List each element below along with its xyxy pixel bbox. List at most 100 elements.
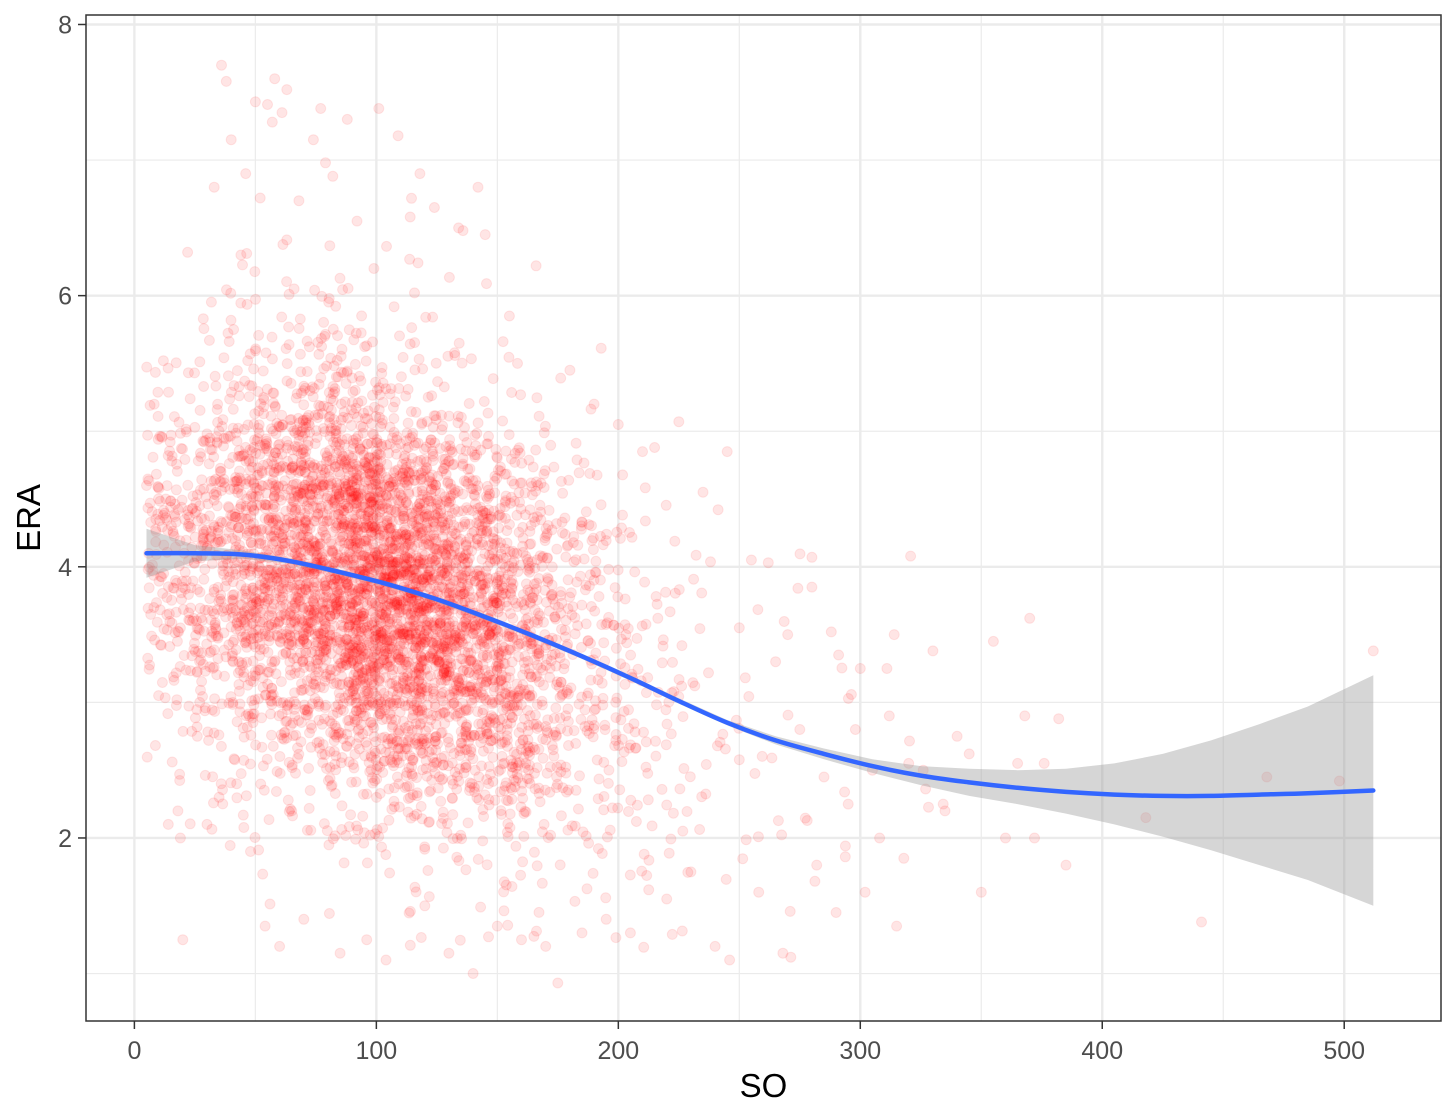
data-point — [518, 657, 530, 668]
data-point — [177, 725, 189, 737]
data-point — [173, 626, 185, 638]
data-point — [316, 480, 328, 492]
data-point — [792, 582, 804, 594]
data-point — [237, 614, 249, 626]
data-point — [612, 802, 624, 814]
data-point — [367, 685, 378, 697]
data-point — [351, 714, 363, 726]
data-point — [403, 592, 415, 604]
data-point — [196, 474, 208, 486]
data-point — [597, 692, 609, 704]
data-point — [459, 744, 471, 756]
data-point — [712, 504, 724, 516]
data-point — [483, 742, 494, 754]
data-point — [402, 806, 414, 818]
data-point — [289, 710, 301, 722]
data-point — [273, 581, 285, 592]
data-point — [559, 631, 571, 643]
data-point — [411, 787, 423, 799]
data-point — [463, 398, 475, 409]
data-point — [250, 490, 262, 502]
data-point — [331, 596, 343, 608]
data-point — [292, 592, 304, 604]
data-point — [320, 591, 332, 603]
data-point — [316, 718, 328, 730]
data-point — [401, 479, 413, 491]
data-point — [265, 708, 277, 720]
data-point — [603, 563, 615, 575]
data-point — [224, 571, 236, 583]
data-point — [574, 770, 585, 782]
data-point — [420, 441, 432, 453]
data-point — [351, 497, 363, 509]
data-point — [479, 578, 491, 590]
data-point — [218, 352, 230, 364]
data-point — [516, 721, 528, 733]
data-point — [265, 619, 277, 631]
data-point — [575, 641, 587, 653]
data-point — [374, 465, 386, 477]
data-point — [155, 639, 166, 651]
data-point — [321, 763, 332, 774]
data-point — [681, 806, 693, 817]
data-point — [212, 604, 223, 615]
data-point — [541, 724, 553, 736]
data-point — [249, 694, 261, 706]
data-point — [204, 593, 216, 605]
data-point — [493, 694, 505, 706]
data-point — [259, 577, 271, 589]
data-point — [509, 762, 521, 774]
data-point — [339, 635, 351, 647]
data-point — [355, 488, 367, 500]
data-point — [492, 646, 504, 658]
data-point — [462, 580, 474, 592]
data-point — [515, 389, 527, 401]
data-point — [362, 648, 374, 660]
data-point — [407, 625, 419, 637]
data-point — [401, 781, 413, 792]
data-point — [223, 697, 235, 709]
data-point — [367, 719, 379, 731]
data-point — [329, 386, 341, 398]
data-point — [550, 729, 562, 741]
data-point — [406, 564, 418, 576]
data-point — [274, 767, 286, 779]
data-point — [292, 445, 303, 457]
data-point — [720, 873, 732, 885]
data-point — [218, 440, 229, 452]
data-point — [388, 750, 400, 762]
data-point — [301, 824, 313, 836]
data-point — [240, 504, 252, 516]
data-point — [590, 555, 602, 567]
data-point — [276, 409, 288, 421]
data-point — [301, 366, 313, 377]
data-point — [640, 761, 652, 773]
data-point — [141, 361, 153, 373]
data-point — [303, 762, 315, 774]
data-point — [590, 567, 602, 578]
data-point — [469, 451, 481, 463]
data-point — [518, 830, 530, 842]
data-point — [401, 656, 413, 668]
data-point — [330, 598, 342, 610]
data-point — [399, 743, 411, 755]
data-point — [408, 564, 420, 576]
data-point — [326, 718, 338, 730]
data-point — [535, 662, 546, 674]
data-point — [538, 679, 549, 691]
data-point — [669, 587, 681, 599]
data-point — [520, 614, 532, 626]
data-point — [427, 311, 439, 323]
data-point — [521, 773, 533, 784]
data-point — [348, 490, 360, 502]
data-point — [226, 650, 238, 662]
data-point — [395, 371, 407, 383]
data-point — [430, 535, 442, 547]
data-point — [319, 330, 331, 342]
data-point — [430, 623, 442, 635]
data-point — [450, 528, 462, 540]
data-point — [211, 669, 223, 681]
data-point — [326, 579, 338, 590]
data-point — [620, 629, 632, 641]
